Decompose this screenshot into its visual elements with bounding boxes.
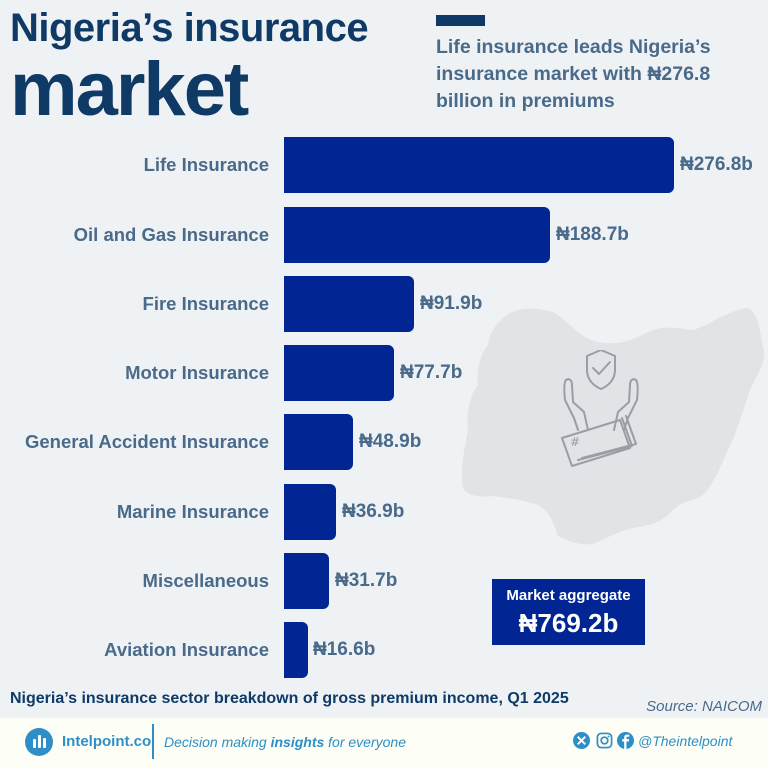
- category-label: Oil and Gas Insurance: [73, 224, 269, 245]
- chart-row: Life Insurance ₦276.8b: [0, 137, 768, 193]
- bar-motor-insurance: [284, 345, 394, 401]
- chart-row: Marine Insurance ₦36.9b: [0, 484, 768, 540]
- footer-divider: [152, 724, 154, 759]
- bar-life-insurance: [284, 137, 674, 193]
- bar-aviation-insurance: [284, 622, 308, 678]
- intelpoint-logo-icon[interactable]: [25, 728, 53, 756]
- chart-row: Fire Insurance ₦91.9b: [0, 276, 768, 332]
- bar-miscellaneous: [284, 553, 329, 609]
- chart-caption: Nigeria’s insurance sector breakdown of …: [10, 690, 569, 707]
- value-label: ₦36.9b: [342, 501, 405, 522]
- value-label: ₦91.9b: [420, 293, 483, 314]
- bar-oil-and-gas-insurance: [284, 207, 550, 263]
- value-label: ₦16.6b: [313, 639, 376, 660]
- category-label: Miscellaneous: [142, 570, 269, 591]
- chart-row: General Accident Insurance ₦48.9b: [0, 414, 768, 470]
- aggregate-label: Market aggregate: [506, 587, 631, 604]
- aggregate-value: ₦769.2b: [518, 608, 619, 638]
- brand-link[interactable]: Intelpoint.co: [62, 733, 152, 750]
- value-label: ₦31.7b: [335, 570, 398, 591]
- social-handle[interactable]: @Theintelpoint: [638, 733, 733, 749]
- value-label: ₦188.7b: [556, 224, 629, 245]
- insurance-hands-icon: #: [561, 350, 639, 467]
- category-label: General Accident Insurance: [24, 431, 269, 452]
- category-label: Aviation Insurance: [104, 639, 269, 660]
- tagline-bold: insights: [270, 734, 325, 750]
- subtitle: Life insurance leads Nigeria’s insurance…: [436, 36, 711, 112]
- page-title-line-1: Nigeria’s insurance: [10, 6, 369, 50]
- source-note: Source: NAICOM: [646, 698, 762, 715]
- tagline-pre: Decision making: [164, 734, 271, 750]
- category-label: Fire Insurance: [142, 293, 269, 314]
- bar-fire-insurance: [284, 276, 414, 332]
- tagline-post: for everyone: [324, 734, 406, 750]
- nigeria-map-icon: [461, 308, 765, 545]
- value-label: ₦276.8b: [680, 154, 753, 175]
- chart-row: Miscellaneous ₦31.7b: [0, 553, 768, 609]
- category-label: Motor Insurance: [125, 362, 269, 383]
- market-aggregate-box: Market aggregate ₦769.2b: [492, 579, 645, 645]
- tagline: Decision making insights for everyone: [164, 734, 406, 750]
- category-label: Marine Insurance: [116, 501, 269, 522]
- chart-row: Aviation Insurance ₦16.6b: [0, 622, 768, 678]
- accent-bar: [436, 15, 485, 26]
- category-label: Life Insurance: [143, 154, 269, 175]
- value-label: ₦77.7b: [400, 362, 463, 383]
- svg-text:#: #: [570, 435, 580, 449]
- page-title-line-2: market: [10, 47, 249, 132]
- value-label: ₦48.9b: [359, 431, 422, 452]
- instagram-icon[interactable]: [596, 732, 613, 749]
- x-icon[interactable]: [573, 732, 590, 749]
- bar-marine-insurance: [284, 484, 336, 540]
- footer: [0, 718, 768, 768]
- facebook-icon[interactable]: [617, 732, 634, 749]
- bar-general-accident-insurance: [284, 414, 353, 470]
- chart-row: Motor Insurance ₦77.7b: [0, 345, 768, 401]
- chart-row: Oil and Gas Insurance ₦188.7b: [0, 207, 768, 263]
